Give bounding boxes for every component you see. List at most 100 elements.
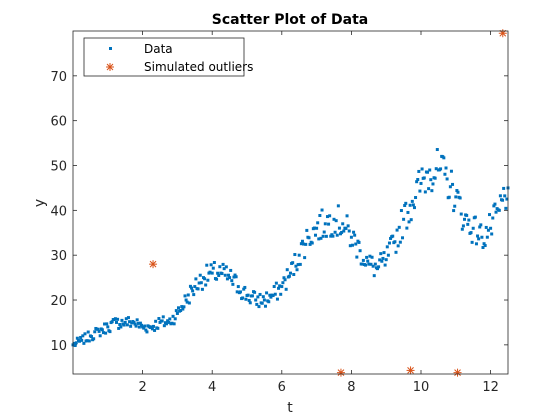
- data-point: [476, 234, 480, 238]
- data-point: [151, 324, 155, 328]
- data-series-points: [71, 148, 510, 348]
- data-point: [398, 240, 402, 244]
- data-point: [342, 229, 346, 233]
- data-point: [267, 300, 271, 304]
- data-point: [184, 298, 188, 302]
- data-point: [263, 304, 267, 308]
- data-point: [322, 230, 326, 234]
- data-point: [186, 293, 190, 297]
- data-point: [381, 256, 385, 260]
- data-point: [110, 320, 114, 324]
- data-point: [379, 252, 383, 256]
- data-point: [78, 339, 82, 343]
- data-point: [385, 245, 389, 249]
- data-point: [387, 241, 391, 245]
- data-point: [188, 284, 192, 288]
- data-point: [101, 331, 105, 335]
- legend-outlier-marker: [106, 63, 114, 71]
- data-point: [316, 221, 320, 225]
- data-point: [113, 317, 117, 321]
- data-point: [247, 298, 251, 302]
- data-point: [116, 317, 120, 321]
- data-point: [485, 235, 489, 239]
- data-point: [74, 341, 78, 345]
- data-point: [358, 249, 362, 253]
- data-point: [268, 293, 272, 297]
- data-point: [125, 323, 129, 327]
- data-point: [460, 227, 464, 231]
- data-point: [341, 222, 345, 226]
- data-point: [380, 259, 384, 263]
- data-point: [332, 217, 336, 221]
- data-point: [430, 189, 434, 193]
- data-point: [333, 230, 337, 234]
- y-tick-label: 60: [50, 115, 67, 130]
- data-point: [458, 196, 462, 200]
- data-point: [228, 276, 232, 280]
- data-point: [137, 325, 141, 329]
- data-point: [134, 324, 138, 328]
- data-point: [243, 285, 247, 289]
- tick-labels: 2 4 6 8 10 12 10 20 30 40 50 60 70: [50, 70, 498, 395]
- data-point: [145, 330, 149, 334]
- data-point: [143, 324, 147, 328]
- data-point: [142, 326, 146, 330]
- data-point: [428, 168, 432, 172]
- data-point: [410, 199, 414, 203]
- x-tick-label: 8: [347, 380, 355, 395]
- data-point: [345, 214, 349, 218]
- data-point: [426, 170, 430, 174]
- data-point: [282, 276, 286, 280]
- data-point: [391, 234, 395, 238]
- data-point: [198, 273, 202, 277]
- data-point: [234, 275, 238, 279]
- chart-title: Scatter Plot of Data: [212, 12, 369, 28]
- legend: Data Simulated outliers: [83, 37, 253, 77]
- data-point: [368, 254, 372, 258]
- data-point: [156, 326, 160, 330]
- data-point: [230, 279, 234, 283]
- data-point: [196, 287, 200, 291]
- data-point: [120, 318, 124, 322]
- data-point: [204, 283, 208, 287]
- data-point: [357, 240, 361, 244]
- data-point: [354, 242, 358, 246]
- data-point: [382, 251, 386, 255]
- legend-box: [83, 37, 245, 77]
- data-point: [115, 320, 118, 324]
- data-point: [323, 222, 327, 226]
- data-point: [92, 337, 96, 341]
- data-point: [182, 305, 186, 309]
- y-axis-label: y: [32, 199, 48, 207]
- data-point: [480, 235, 484, 239]
- data-point: [185, 300, 189, 304]
- data-point: [208, 270, 212, 274]
- data-point: [366, 259, 370, 263]
- data-point: [218, 265, 222, 269]
- data-point: [281, 281, 285, 285]
- data-point: [488, 213, 492, 217]
- data-point: [469, 231, 473, 235]
- data-point: [372, 274, 376, 278]
- data-point: [348, 244, 352, 248]
- data-point: [260, 301, 264, 305]
- data-point: [434, 167, 438, 171]
- data-point: [456, 190, 460, 194]
- data-point: [336, 204, 340, 208]
- data-point: [433, 176, 437, 180]
- axes-frame: [72, 30, 509, 375]
- data-point: [222, 267, 226, 271]
- legend-data-marker: [109, 47, 112, 50]
- data-point: [292, 273, 296, 277]
- data-point: [347, 229, 351, 233]
- data-point: [132, 320, 136, 324]
- data-point: [331, 234, 335, 238]
- data-point: [75, 336, 79, 340]
- data-point: [408, 203, 412, 207]
- data-point: [403, 203, 407, 207]
- data-point: [303, 256, 307, 260]
- data-point: [225, 277, 229, 281]
- data-point: [244, 297, 248, 301]
- data-point: [160, 319, 164, 323]
- data-point: [167, 320, 171, 324]
